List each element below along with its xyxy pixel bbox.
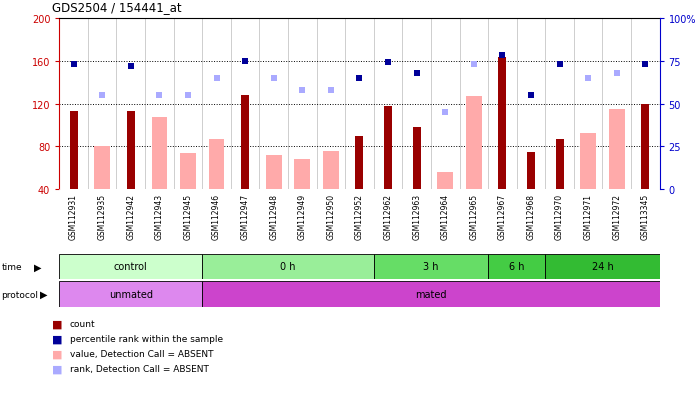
Text: ■: ■ [52, 363, 63, 373]
Bar [323, 152, 339, 190]
Text: time: time [1, 262, 22, 271]
Text: control: control [114, 262, 148, 272]
Bar [241, 96, 249, 190]
Bar [438, 173, 453, 190]
Bar [580, 133, 596, 190]
Bar [384, 107, 392, 190]
Text: rank, Detection Call = ABSENT: rank, Detection Call = ABSENT [70, 364, 209, 373]
Bar [413, 128, 421, 190]
Text: GSM112972: GSM112972 [612, 193, 621, 239]
Text: ■: ■ [52, 319, 63, 329]
Text: GSM112947: GSM112947 [241, 193, 250, 239]
Text: 24 h: 24 h [592, 262, 614, 272]
Text: 3 h: 3 h [423, 262, 438, 272]
Text: GSM112946: GSM112946 [212, 193, 221, 239]
Text: value, Detection Call = ABSENT: value, Detection Call = ABSENT [70, 349, 214, 358]
Text: GSM112952: GSM112952 [355, 193, 364, 239]
Bar [355, 136, 364, 190]
Text: GSM112968: GSM112968 [526, 193, 535, 239]
Text: ■: ■ [52, 334, 63, 344]
Text: GSM112942: GSM112942 [126, 193, 135, 239]
Text: GSM112962: GSM112962 [384, 193, 392, 239]
Bar [151, 118, 168, 190]
Bar [609, 109, 625, 190]
Text: GSM112943: GSM112943 [155, 193, 164, 239]
Text: percentile rank within the sample: percentile rank within the sample [70, 334, 223, 343]
Bar [59, 282, 202, 307]
Text: GSM112971: GSM112971 [584, 193, 593, 239]
Text: GSM112945: GSM112945 [184, 193, 193, 239]
Bar [466, 97, 482, 190]
Text: GSM112949: GSM112949 [298, 193, 307, 239]
Text: GSM112948: GSM112948 [269, 193, 279, 239]
Bar [641, 104, 649, 190]
Bar [295, 160, 310, 190]
Text: GDS2504 / 154441_at: GDS2504 / 154441_at [52, 2, 182, 14]
Text: count: count [70, 319, 96, 328]
Text: 6 h: 6 h [509, 262, 524, 272]
Bar [556, 140, 563, 190]
Text: GSM113345: GSM113345 [641, 193, 650, 239]
Bar [180, 154, 196, 190]
Bar [59, 254, 202, 280]
Bar [202, 282, 660, 307]
Text: GSM112965: GSM112965 [469, 193, 478, 239]
Bar [527, 152, 535, 190]
Bar [498, 58, 506, 190]
Bar [209, 140, 224, 190]
Text: 0 h: 0 h [281, 262, 296, 272]
Text: GSM112970: GSM112970 [555, 193, 564, 239]
Text: GSM112964: GSM112964 [440, 193, 450, 239]
Text: ■: ■ [52, 349, 63, 358]
Bar [94, 147, 110, 190]
Text: mated: mated [415, 290, 447, 299]
Text: ▶: ▶ [34, 262, 41, 272]
Bar [202, 254, 373, 280]
Bar [488, 254, 545, 280]
Text: GSM112931: GSM112931 [69, 193, 78, 239]
Text: GSM112967: GSM112967 [498, 193, 507, 239]
Bar [127, 112, 135, 190]
Text: protocol: protocol [1, 290, 38, 299]
Text: GSM112963: GSM112963 [412, 193, 421, 239]
Bar [373, 254, 488, 280]
Bar [266, 156, 281, 190]
Text: GSM112935: GSM112935 [98, 193, 107, 239]
Bar [70, 112, 77, 190]
Text: unmated: unmated [109, 290, 153, 299]
Text: GSM112950: GSM112950 [327, 193, 335, 239]
Text: ▶: ▶ [40, 290, 47, 299]
Bar [545, 254, 660, 280]
